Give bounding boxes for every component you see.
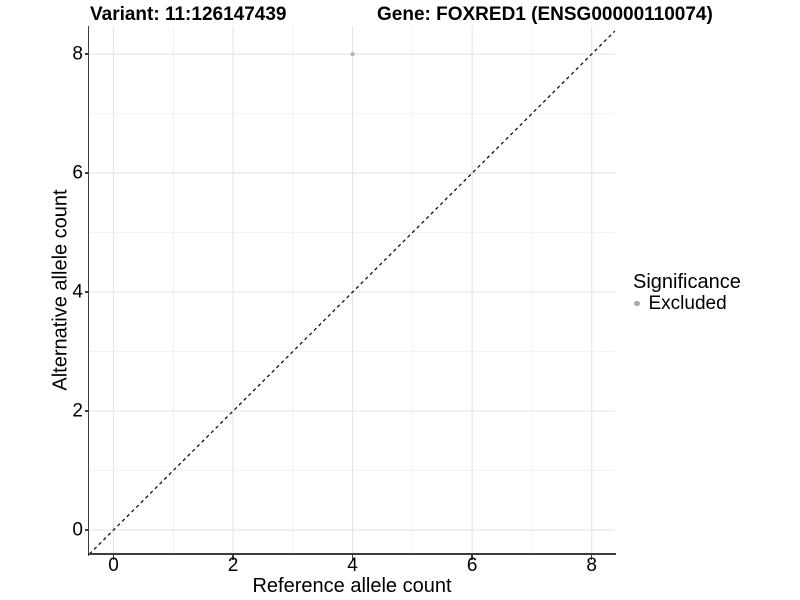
x-axis-tick: [112, 555, 115, 560]
gene-title: Gene: FOXRED1 (ENSG00000110074): [377, 4, 713, 25]
x-axis-title: Reference allele count: [252, 575, 452, 597]
x-tick-label: 4: [347, 555, 358, 576]
y-axis-tick: [84, 410, 89, 412]
plot-canvas: [88, 26, 616, 555]
y-tick-label: 2: [72, 400, 83, 422]
legend-dot-icon: [634, 300, 640, 307]
x-axis-tick: [351, 555, 354, 560]
legend-item: Excluded: [633, 294, 741, 313]
plot-panel: [88, 26, 616, 555]
y-axis-line: [87, 26, 90, 556]
y-tick-label: 8: [72, 43, 83, 65]
variant-title: Variant: 11:126147439: [90, 4, 287, 25]
x-tick-label: 6: [466, 555, 478, 576]
legend-items: Excluded: [633, 294, 741, 313]
y-tick-label: 6: [72, 162, 83, 184]
y-tick-label: 0: [72, 519, 83, 541]
x-axis-tick: [590, 555, 593, 560]
x-axis-tick: [471, 555, 473, 560]
x-axis-tick: [232, 555, 234, 560]
x-tick-label: 0: [108, 555, 119, 576]
identity-dashed-line: [88, 30, 616, 555]
y-axis-tick: [84, 529, 89, 531]
y-axis-tick: [84, 291, 89, 293]
legend: Significance Excluded: [633, 271, 741, 313]
data-point: [350, 52, 355, 57]
y-axis-tick: [84, 172, 89, 174]
legend-title: Significance: [633, 271, 741, 293]
x-tick-label: 2: [227, 555, 239, 576]
y-axis-tick: [84, 53, 89, 55]
y-tick-label: 4: [72, 281, 83, 303]
x-tick-label: 8: [586, 555, 597, 576]
legend-item-label: Excluded: [648, 293, 727, 314]
x-axis-line: [87, 553, 616, 555]
